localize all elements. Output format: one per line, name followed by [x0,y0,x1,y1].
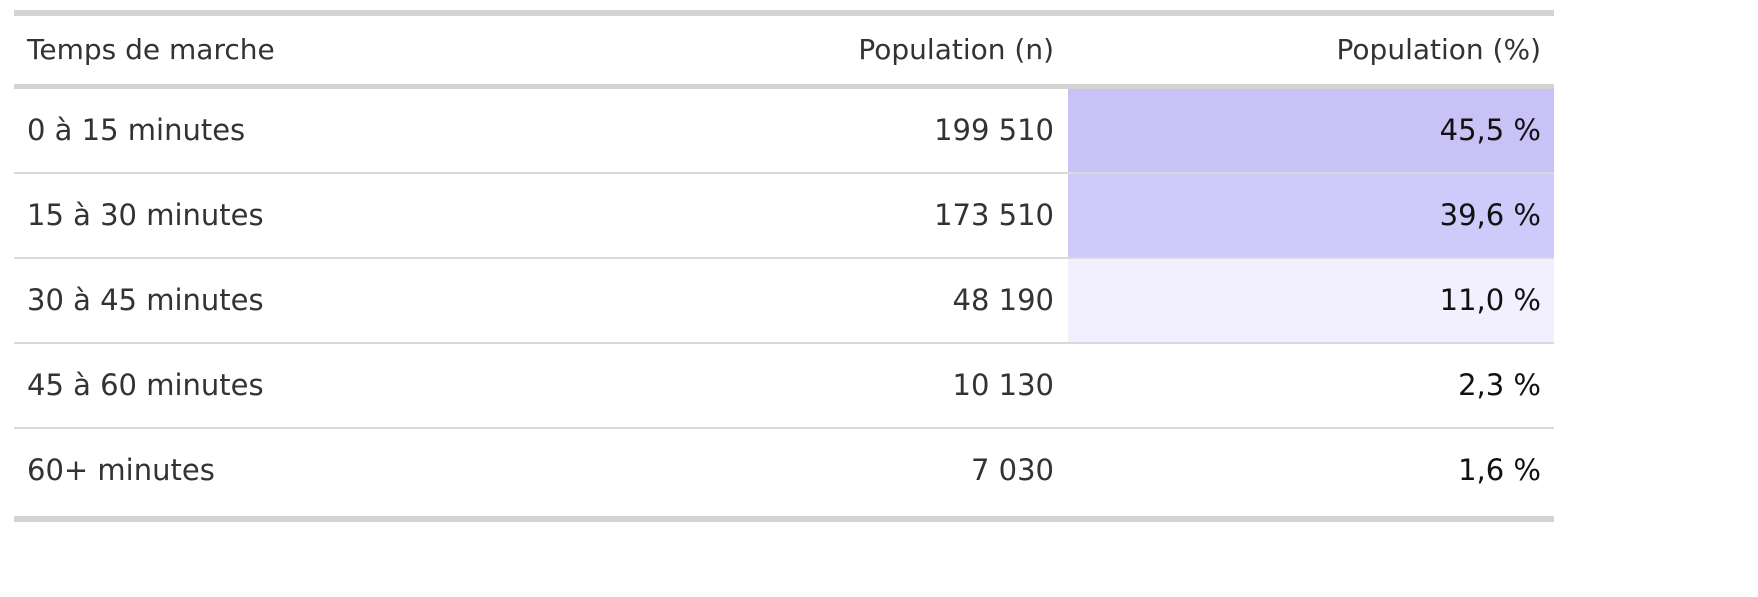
row-label: 0 à 15 minutes [27,113,246,147]
row-population-n: 7 030 [970,453,1054,487]
heat-cell [1068,259,1554,342]
row-divider [14,257,1554,259]
heat-cell [1068,174,1554,257]
row-population-n: 10 130 [952,368,1054,402]
row-population-pct: 1,6 % [1458,453,1541,487]
heat-cell [1068,429,1554,512]
table-top-rule [14,10,1554,16]
table-row: 15 à 30 minutes 173 510 39,6 % [14,174,1554,259]
row-divider [14,172,1554,174]
header-population-pct: Population (%) [1336,33,1541,66]
row-divider [14,342,1554,344]
heat-cell [1068,89,1554,172]
header-walk-time: Temps de marche [27,33,275,66]
row-population-pct: 39,6 % [1439,198,1541,232]
row-population-n: 48 190 [952,283,1054,317]
header-population-n: Population (n) [858,33,1054,66]
table-bottom-rule [14,516,1554,522]
table-row: 60+ minutes 7 030 1,6 % [14,429,1554,514]
header-rule [14,84,1554,89]
population-table: Temps de marche Population (n) Populatio… [14,10,1554,522]
row-population-pct: 2,3 % [1458,368,1541,402]
row-label: 15 à 30 minutes [27,198,264,232]
row-label: 60+ minutes [27,453,215,487]
row-label: 30 à 45 minutes [27,283,264,317]
row-population-n: 173 510 [934,198,1054,232]
heat-cell [1068,344,1554,427]
table-header: Temps de marche Population (n) Populatio… [14,16,1554,84]
row-population-n: 199 510 [934,113,1054,147]
row-population-pct: 45,5 % [1439,113,1541,147]
table-row: 0 à 15 minutes 199 510 45,5 % [14,89,1554,174]
row-population-pct: 11,0 % [1439,283,1541,317]
row-label: 45 à 60 minutes [27,368,264,402]
table-row: 45 à 60 minutes 10 130 2,3 % [14,344,1554,429]
table-row: 30 à 45 minutes 48 190 11,0 % [14,259,1554,344]
row-divider [14,427,1554,429]
